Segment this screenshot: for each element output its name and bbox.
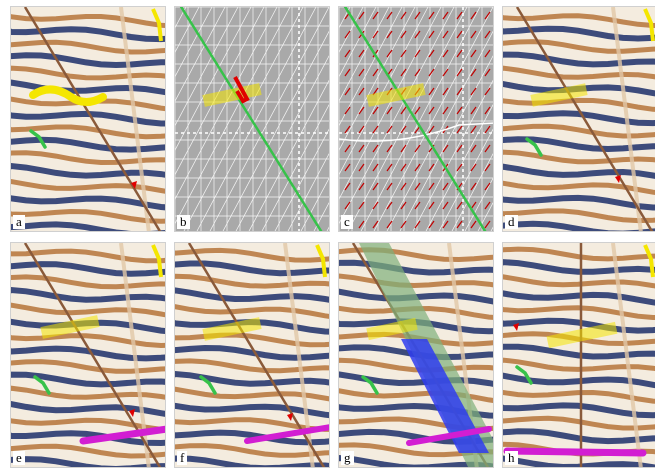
red-marker (513, 323, 519, 331)
seismic-image-d (503, 7, 655, 231)
panel-label-h: h (505, 451, 518, 465)
red-marker (287, 413, 293, 421)
fault-marker (361, 375, 379, 395)
panel-g: g (338, 242, 494, 468)
seismic-image-a (11, 7, 165, 231)
fault-line (343, 7, 487, 231)
seismic-image-f (175, 243, 329, 467)
secondary-fault (119, 7, 151, 231)
panel-label-d: d (505, 215, 518, 229)
horizon-magenta (79, 425, 165, 445)
horizon-magenta (244, 424, 329, 444)
panel-label-f: f (177, 451, 188, 465)
horizon-marker (315, 244, 327, 278)
secondary-fault (611, 243, 643, 467)
horizon-patch (202, 317, 262, 341)
seismic-image-h (503, 243, 655, 467)
panel-label-c: c (341, 215, 353, 229)
seismic-image-g (339, 243, 493, 467)
seismic-reflectors (11, 14, 165, 231)
panel-label-g: g (341, 451, 354, 465)
horizon-patch (530, 83, 588, 107)
red-marker (131, 181, 137, 189)
horizon-pick (29, 85, 107, 106)
panel-h: h (502, 242, 655, 468)
horizon-patch (202, 83, 262, 107)
horizon-patch (546, 321, 618, 349)
fault-line (515, 7, 654, 231)
horizon-marker (151, 8, 163, 42)
panel-d: d (502, 6, 655, 232)
horizon-marker (151, 244, 163, 278)
seismic-reflectors (503, 13, 655, 231)
horizon-patch (40, 315, 100, 339)
fault-line (23, 7, 162, 231)
deformed-boundary (339, 122, 493, 142)
secondary-fault (611, 7, 643, 231)
horizon-marker (643, 244, 655, 278)
panel-a: a (10, 6, 166, 232)
fault-marker (199, 375, 217, 395)
fault-marker (525, 137, 543, 157)
fault-marker (515, 365, 533, 385)
mesh-triangles (175, 7, 329, 231)
panel-b: b (174, 6, 330, 232)
fault-surface-blue (401, 339, 489, 453)
red-marker (129, 409, 135, 417)
panel-f: f (174, 242, 330, 468)
red-arrow (233, 76, 250, 104)
red-marker (615, 175, 621, 183)
panel-label-a: a (13, 215, 25, 229)
fault-line (179, 7, 323, 231)
panel-c: c (338, 6, 494, 232)
horizon-magenta (503, 447, 647, 457)
panel-e: e (10, 242, 166, 468)
panel-label-b: b (177, 215, 190, 229)
seismic-reflectors (503, 246, 655, 467)
mesh-image-b (175, 7, 329, 231)
fault-marker (29, 129, 47, 149)
panel-label-e: e (13, 451, 25, 465)
fault-marker (33, 375, 51, 395)
seismic-image-e (11, 243, 165, 467)
displacement-vectors (344, 11, 491, 229)
horizon-patch (366, 83, 426, 107)
horizon-patch (366, 317, 418, 341)
vector-field-image-c (339, 7, 493, 231)
horizon-marker (643, 8, 655, 42)
horizon-magenta (406, 426, 492, 446)
mesh-triangles (339, 7, 493, 231)
